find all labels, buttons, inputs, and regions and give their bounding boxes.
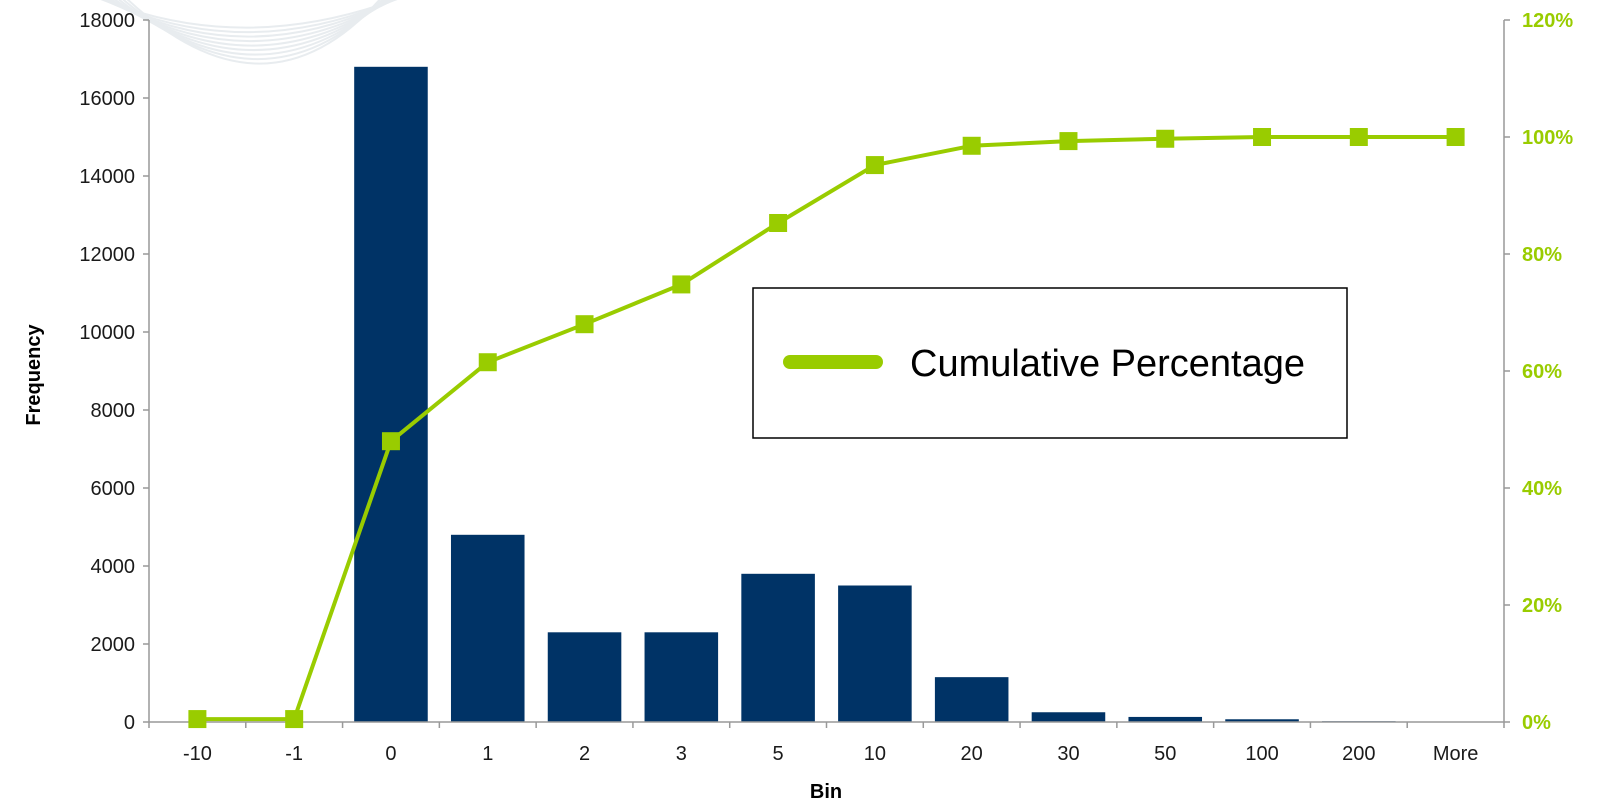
cumulative-marker <box>1349 128 1368 146</box>
y-tick-label-right: 120% <box>1522 10 1573 32</box>
x-tick-label: 10 <box>864 743 886 765</box>
y-tick-label-left: 10000 <box>79 322 135 344</box>
y-tick-label-left: 2000 <box>91 634 136 656</box>
x-tick-label: 30 <box>1057 743 1079 765</box>
cumulative-line-group <box>188 128 1465 729</box>
bar <box>838 585 912 722</box>
x-tick-label: 50 <box>1154 743 1176 765</box>
background-arc <box>126 0 381 65</box>
x-tick-label: More <box>1433 743 1479 765</box>
cumulative-marker <box>478 353 497 372</box>
x-tick-label: -1 <box>285 743 303 765</box>
x-tick-label: 2 <box>579 743 590 765</box>
bars-group <box>354 66 1396 723</box>
legend-label: Cumulative Percentage <box>910 343 1305 385</box>
x-tick-label: 1 <box>482 743 493 765</box>
y-tick-label-right: 0% <box>1522 712 1551 734</box>
y-tick-label-right: 40% <box>1522 478 1562 500</box>
cumulative-line <box>197 135 1456 722</box>
x-tick-label: 5 <box>773 743 784 765</box>
cumulative-marker <box>672 275 691 294</box>
cumulative-marker <box>188 710 207 729</box>
x-tick-label: -10 <box>183 743 212 765</box>
legend: Cumulative Percentage <box>752 287 1348 439</box>
y-tick-label-left: 8000 <box>91 400 136 422</box>
bar <box>741 573 815 722</box>
cumulative-marker <box>285 710 304 729</box>
x-tick-label: 20 <box>961 743 983 765</box>
y-tick-label-left: 4000 <box>91 556 136 578</box>
cumulative-marker <box>1253 128 1272 146</box>
x-tick-label: 100 <box>1245 743 1278 765</box>
y-tick-label-right: 20% <box>1522 595 1562 617</box>
bar <box>644 632 719 722</box>
y-tick-label-left: 14000 <box>79 166 135 188</box>
y-tick-label-left: 0 <box>124 712 135 734</box>
x-tick-label: 0 <box>385 743 396 765</box>
bar <box>1225 719 1299 722</box>
y-tick-label-right: 60% <box>1522 361 1562 383</box>
x-tick-label: 3 <box>676 743 687 765</box>
cumulative-marker <box>1446 128 1465 146</box>
cumulative-marker <box>769 213 788 232</box>
cumulative-marker <box>575 315 594 334</box>
bar <box>354 66 428 723</box>
y-tick-label-left: 12000 <box>79 244 135 266</box>
cumulative-marker <box>1156 129 1175 148</box>
bar <box>1031 712 1106 722</box>
x-axis-title: Bin <box>810 781 842 803</box>
y-tick-label-right: 100% <box>1522 127 1573 149</box>
cumulative-marker <box>962 136 981 155</box>
cumulative-marker <box>865 156 884 175</box>
cumulative-marker <box>1059 132 1078 151</box>
y-axis-title: Frequency <box>23 324 45 426</box>
y-tick-label-left: 6000 <box>91 478 136 500</box>
bar <box>547 632 622 722</box>
y-tick-label-right: 80% <box>1522 244 1562 266</box>
background-arcs-decoration <box>100 0 398 65</box>
y-tick-label-left: 18000 <box>79 10 135 32</box>
x-tick-label: 200 <box>1342 743 1375 765</box>
bar <box>450 534 525 722</box>
axes-group: 0200040006000800010000120001400016000180… <box>79 10 1573 765</box>
y-tick-label-left: 16000 <box>79 88 135 110</box>
cumulative-marker <box>381 432 400 451</box>
bar <box>1128 716 1203 722</box>
bar <box>934 677 1009 722</box>
